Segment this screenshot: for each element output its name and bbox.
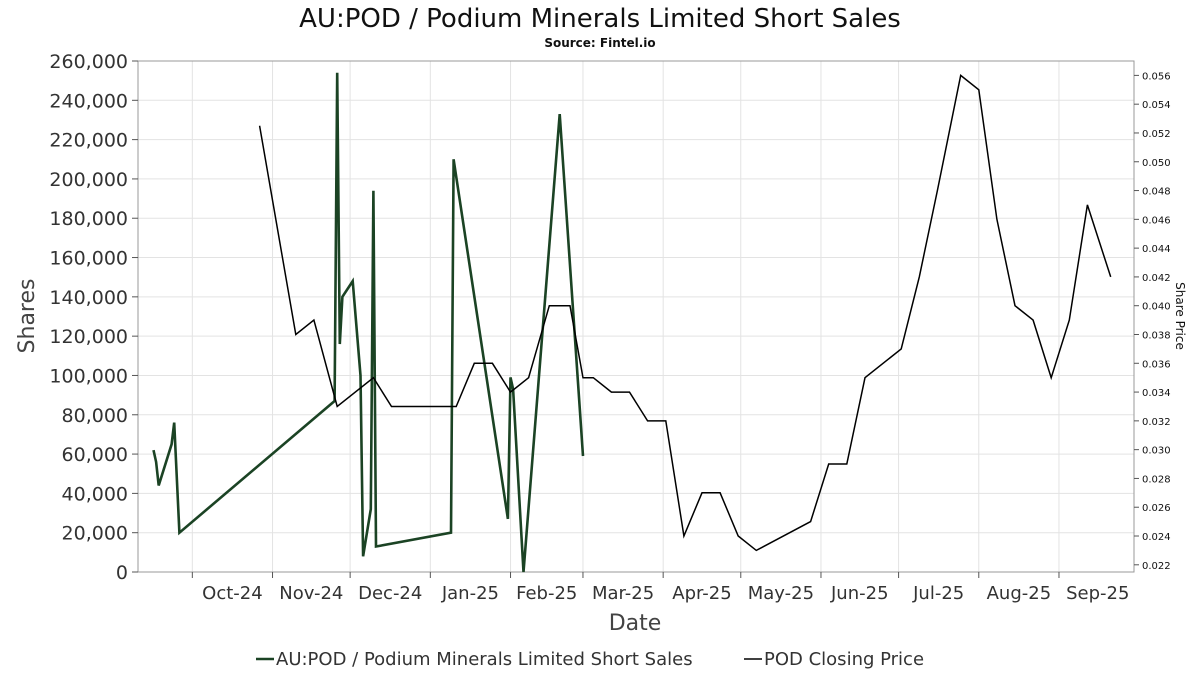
right-tick-label-12: 0.046 [1142,215,1171,226]
chart-title: AU:POD / Podium Minerals Limited Short S… [299,4,901,34]
x-tick-label-3: Jan-25 [441,583,499,604]
right-tick-label-5: 0.032 [1142,417,1171,428]
x-tick-label-1: Nov-24 [279,583,343,604]
series-layer [152,72,1112,573]
x-tick-label-11: Sep-25 [1066,583,1129,604]
x-tick-label-4: Feb-25 [516,583,577,604]
left-tick-label-1: 20,000 [62,523,128,545]
x-tick-label-8: Jun-25 [830,583,889,604]
legend: AU:POD / Podium Minerals Limited Short S… [256,649,924,670]
x-tick-label-0: Oct-24 [202,583,263,604]
right-tick-label-16: 0.054 [1142,100,1171,111]
left-tick-label-2: 40,000 [62,483,128,505]
x-tick-label-6: Apr-25 [672,583,731,604]
left-tick-label-9: 180,000 [49,208,128,230]
left-tick-label-4: 80,000 [62,405,128,427]
plot-area-frame [137,60,1135,573]
series-line-short-sales [152,72,585,573]
right-tick-label-2: 0.026 [1142,503,1171,514]
legend-label-short-sales: AU:POD / Podium Minerals Limited Short S… [276,649,693,670]
left-tick-label-8: 160,000 [49,248,128,270]
right-tick-label-0: 0.022 [1142,561,1171,572]
x-tick-label-10: Aug-25 [987,583,1052,604]
left-tick-label-13: 260,000 [49,51,128,73]
x-axis: Oct-24 Nov-24 Dec-24 Jan-25 Feb-25 Mar-25 Apr-… [191,572,1129,604]
right-tick-label-8: 0.038 [1142,330,1171,341]
right-tick-label-4: 0.030 [1142,446,1171,457]
x-axis-title: Date [609,611,662,636]
left-tick-label-5: 100,000 [49,365,128,387]
right-tick-label-6: 0.034 [1142,388,1171,399]
series-line-closing-price [258,74,1112,552]
y-axis-title-left: Shares [15,279,40,354]
grid [138,60,1134,572]
right-tick-label-7: 0.036 [1142,359,1171,370]
y-axis-title-right: Share Price [1173,282,1187,350]
left-tick-label-3: 60,000 [62,444,128,466]
left-axis: 0 20,000 40,000 60,000 80,000 100,000 120,000 1… [49,51,138,584]
right-tick-label-13: 0.048 [1142,187,1171,198]
right-tick-label-1: 0.024 [1142,532,1171,543]
right-tick-label-10: 0.042 [1142,273,1171,284]
right-tick-label-17: 0.056 [1142,71,1171,82]
x-tick-label-5: Mar-25 [592,583,654,604]
x-tick-label-2: Dec-24 [358,583,422,604]
right-tick-label-3: 0.028 [1142,474,1171,485]
right-tick-label-9: 0.040 [1142,302,1171,313]
right-tick-label-15: 0.052 [1142,129,1171,140]
left-tick-label-11: 220,000 [49,130,128,152]
x-tick-label-9: Jul-25 [912,583,964,604]
left-tick-label-12: 240,000 [49,90,128,112]
chart-subtitle: Source: Fintel.io [544,36,655,50]
left-tick-label-7: 140,000 [49,287,128,309]
right-axis: 0.022 0.024 0.026 0.028 0.030 0.032 0.034 0.036… [1134,71,1171,572]
left-tick-label-6: 120,000 [49,326,128,348]
right-tick-label-14: 0.050 [1142,158,1171,169]
x-tick-label-7: May-25 [748,583,814,604]
legend-label-closing-price: POD Closing Price [764,649,924,670]
left-tick-label-10: 200,000 [49,169,128,191]
left-tick-label-0: 0 [116,562,128,584]
right-tick-label-11: 0.044 [1142,244,1171,255]
